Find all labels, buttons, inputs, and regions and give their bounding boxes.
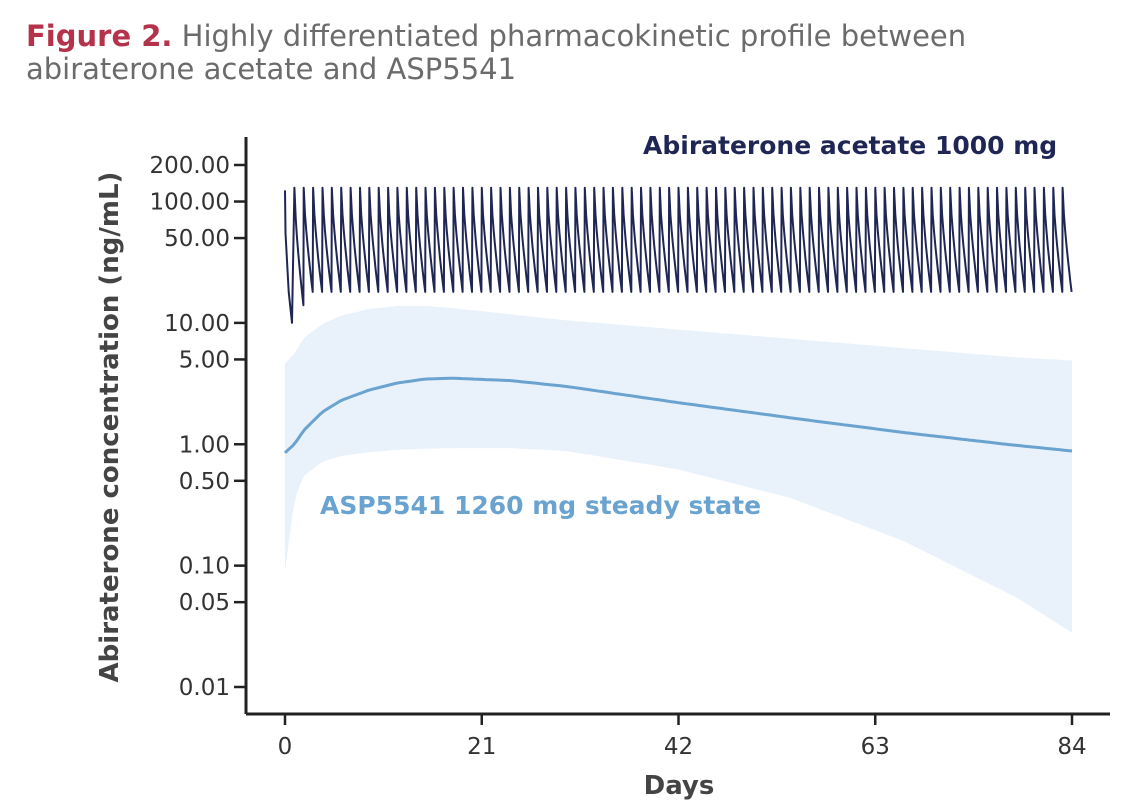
- y-tick-label: 200.00: [150, 153, 230, 179]
- x-axis-title: Days: [644, 771, 715, 801]
- y-axis-title: Abiraterone concentration (ng/mL): [95, 172, 125, 683]
- series-label-asp5541: ASP5541 1260 mg steady state: [320, 491, 761, 520]
- y-tick-label: 100.00: [150, 190, 230, 216]
- series-lines-layer: [283, 186, 1073, 454]
- series-label-abiraterone: Abiraterone acetate 1000 mg: [643, 131, 1057, 160]
- x-tick-label: 63: [861, 734, 890, 760]
- x-tick-label: 84: [1057, 734, 1086, 760]
- y-tick-label: 0.50: [179, 469, 230, 495]
- x-tick-label: 42: [664, 734, 693, 760]
- x-tick-label: 21: [467, 734, 496, 760]
- figure-label: Figure 2.: [26, 19, 173, 53]
- confidence-band-layer: [285, 305, 1072, 633]
- y-tick-label: 0.05: [179, 590, 230, 616]
- y-tick-label: 50.00: [164, 226, 230, 252]
- y-tick-label: 5.00: [179, 347, 230, 373]
- asp5541-series-line: [283, 376, 1073, 454]
- axes-layer: [234, 137, 1110, 725]
- y-tick-label: 0.10: [179, 554, 230, 580]
- y-tick-label: 0.01: [179, 675, 230, 701]
- y-tick-label: 1.00: [179, 432, 230, 458]
- asp5541-confidence-band: [285, 305, 1072, 633]
- figure-caption: Figure 2. Highly differentiated pharmaco…: [26, 20, 1126, 86]
- y-tick-label: 10.00: [164, 311, 230, 337]
- tick-labels-layer: 0.01 0.05 0.10 0.50 1.00 5.00 10.00 50.00 100.00…: [150, 153, 1087, 760]
- abiraterone-series-line: [284, 186, 1073, 324]
- x-tick-label: 0: [278, 734, 293, 760]
- figure-caption-text: Highly differentiated pharmacokinetic pr…: [26, 19, 967, 86]
